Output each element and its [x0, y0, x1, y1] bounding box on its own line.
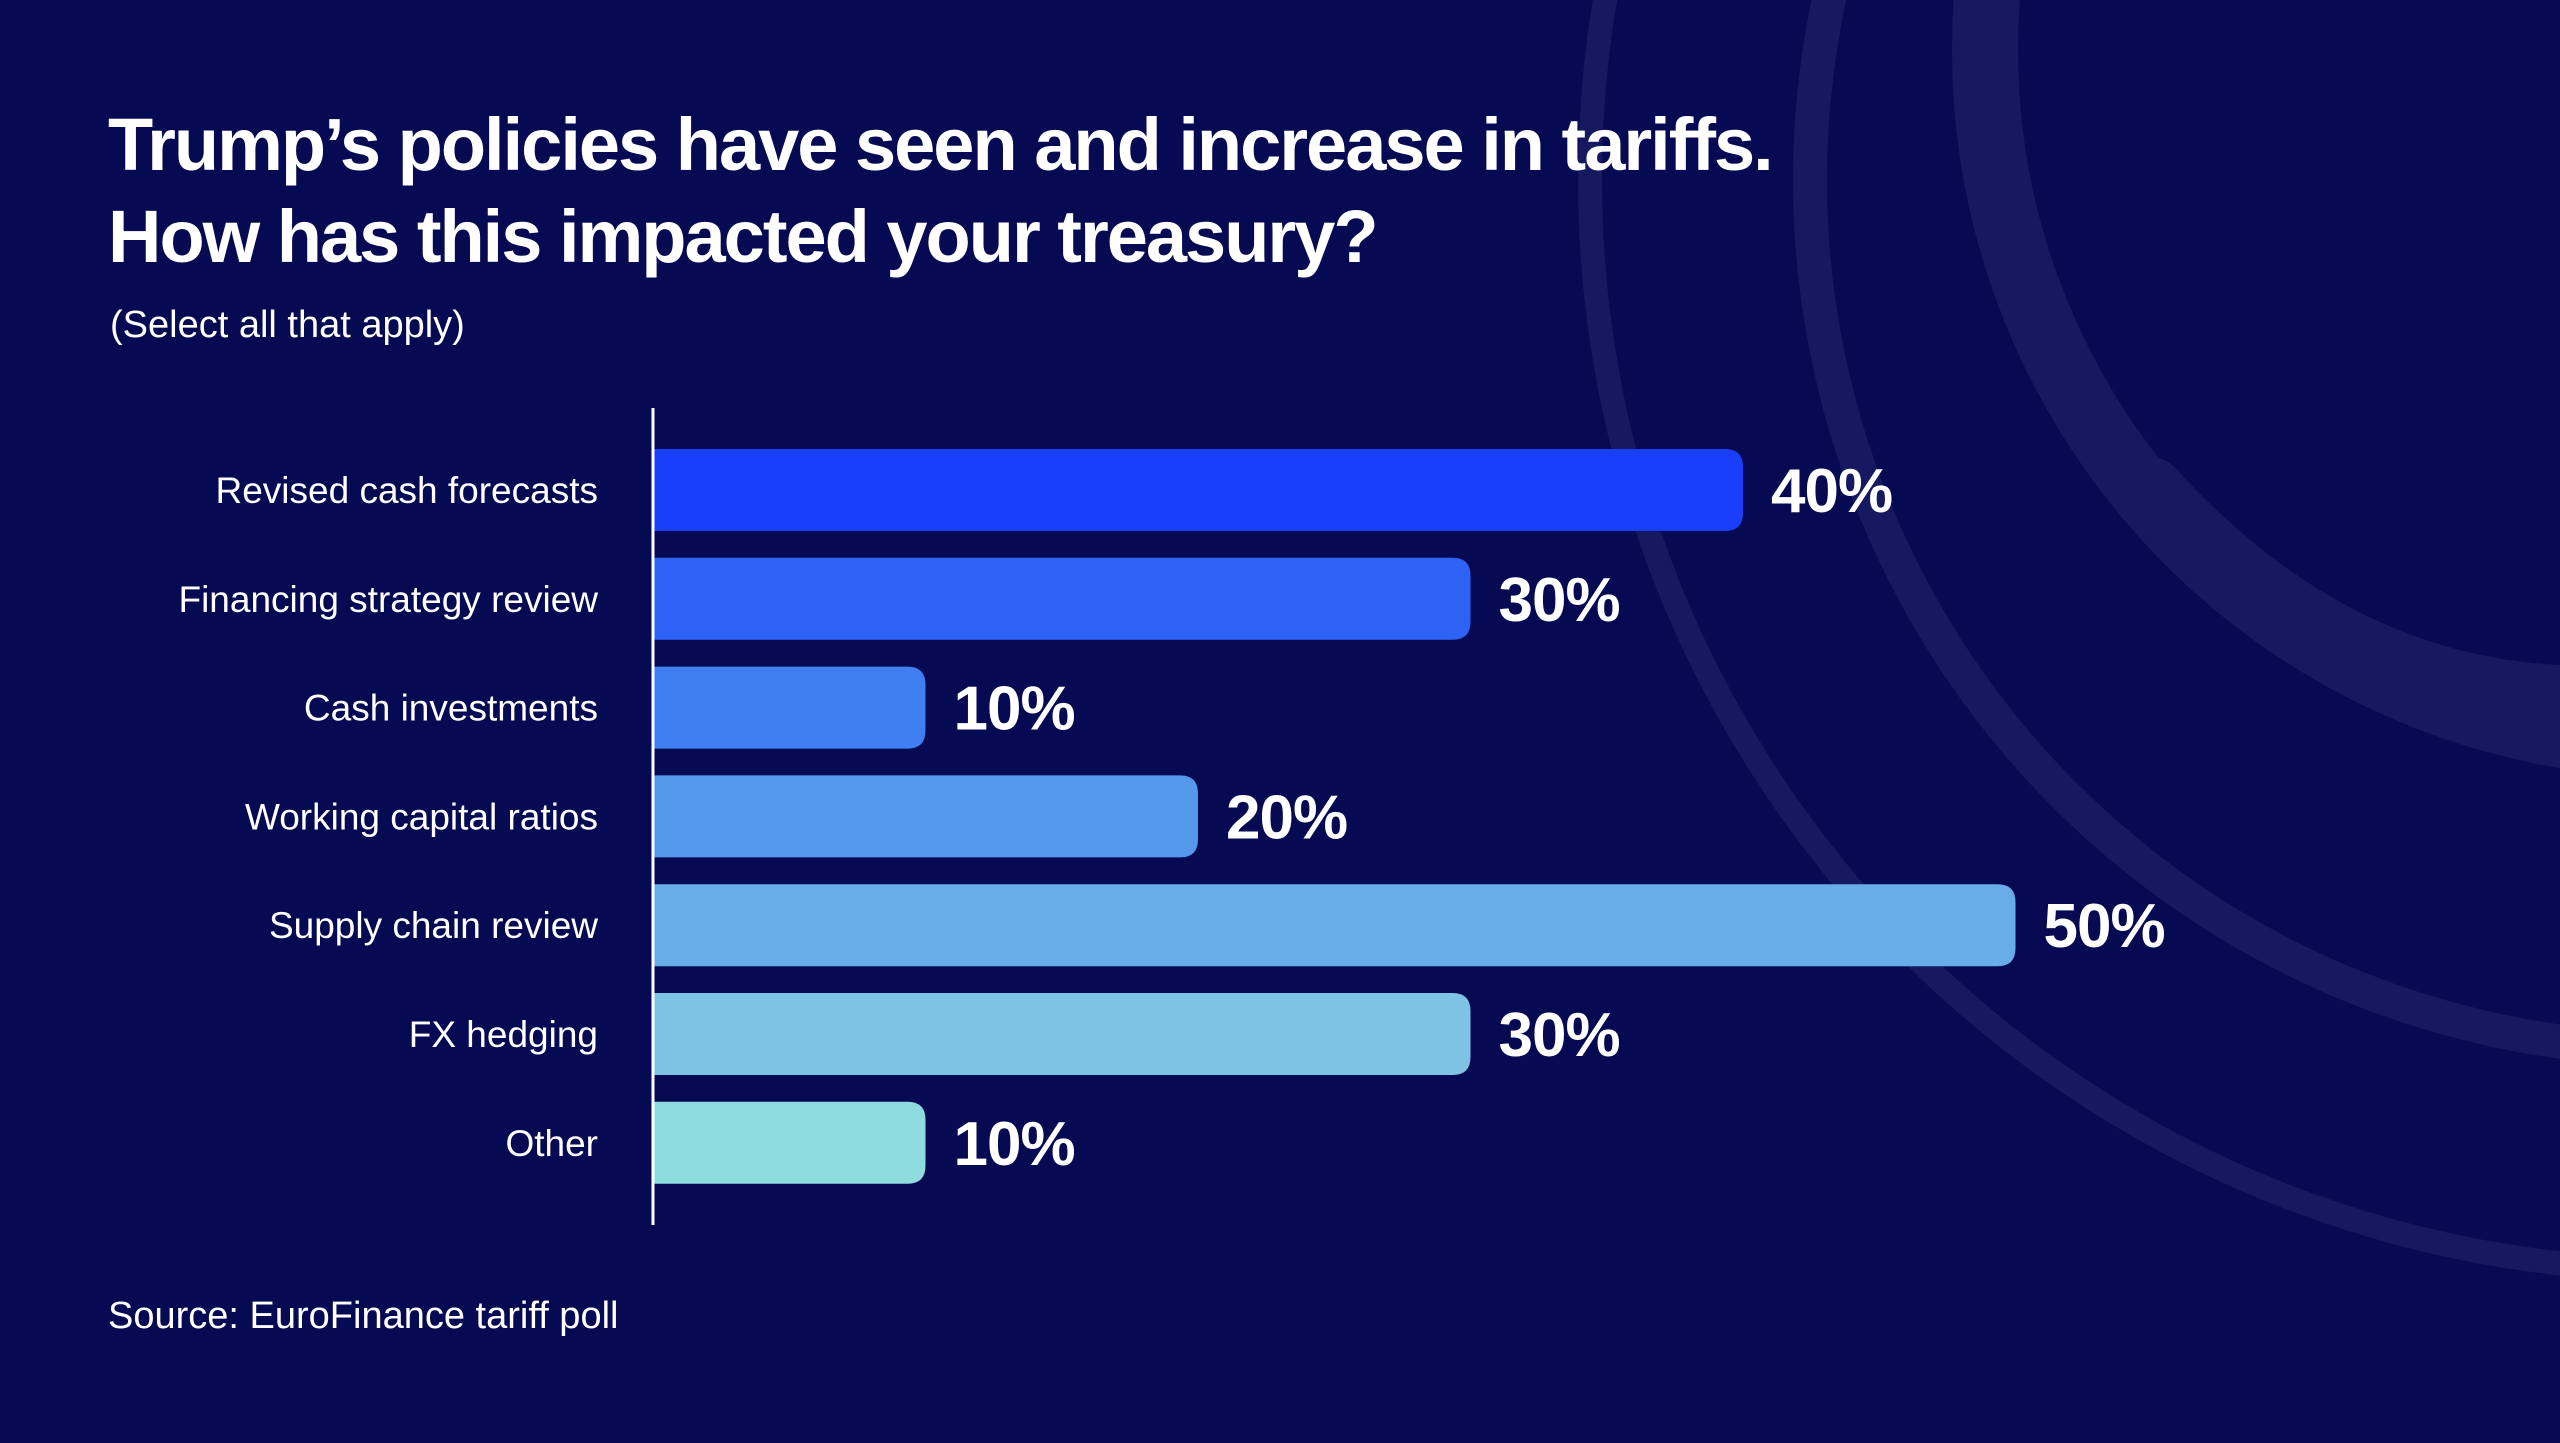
chart-title-line-1: Trump’s policies have seen and increase … [108, 103, 1774, 186]
category-label-6: FX hedging [409, 1014, 598, 1055]
value-label-6: 30% [1499, 1001, 1620, 1070]
decor-arc-middle [1793, 0, 2560, 1059]
value-label-4: 20% [1226, 783, 1347, 852]
bar-4 [653, 775, 1198, 858]
bars-group: Revised cash forecasts 40% Financing strat… [178, 449, 2166, 1184]
value-label-2: 30% [1499, 566, 1620, 635]
category-label-1: Revised cash forecasts [215, 470, 598, 511]
value-label-5: 50% [2044, 892, 2165, 961]
value-label-7: 10% [954, 1110, 1075, 1179]
bar-2 [653, 557, 1471, 640]
bar-1 [653, 449, 1743, 531]
category-label-2: Financing strategy review [178, 579, 598, 620]
category-label-7: Other [505, 1123, 598, 1164]
bar-6 [653, 993, 1471, 1075]
chart-subtitle: (Select all that apply) [110, 304, 465, 346]
source-note: Source: EuroFinance tariff poll [108, 1295, 619, 1337]
bar-7 [653, 1101, 926, 1184]
value-label-1: 40% [1771, 457, 1892, 526]
value-label-3: 10% [954, 675, 1075, 744]
chart-title-line-2: How has this impacted your treasury? [108, 195, 1379, 278]
category-label-3: Cash investments [304, 688, 598, 729]
bar-5 [653, 884, 2016, 967]
category-label-5: Supply chain review [269, 905, 598, 946]
decor-arc-hook [2115, 457, 2560, 735]
category-label-4: Working capital ratios [245, 796, 598, 837]
bar-3 [653, 666, 926, 749]
decor-arc-outer [1578, 0, 2560, 1276]
decor-arc-inner [1952, 0, 2560, 768]
